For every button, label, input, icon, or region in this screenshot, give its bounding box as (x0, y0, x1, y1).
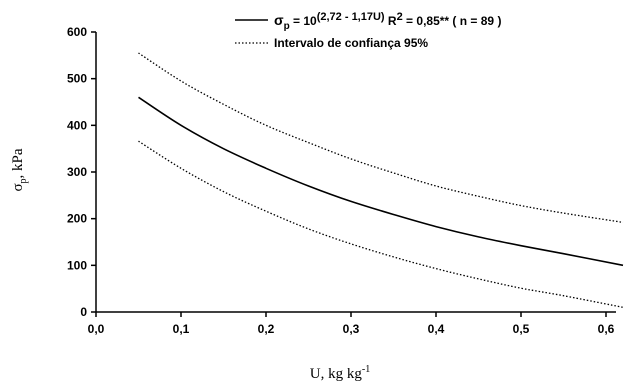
y-tick-label: 300 (67, 165, 87, 179)
x-tick-label: 0,3 (343, 322, 360, 336)
x-tick-label: 0,5 (513, 322, 530, 336)
x-tick-label: 0,2 (258, 322, 275, 336)
series-lower-line (138, 140, 624, 308)
y-tick-label: 600 (67, 25, 87, 39)
y-tick-label: 0 (80, 305, 87, 319)
x-tick-label: 0,4 (428, 322, 445, 336)
x-tick-label: 0,6 (598, 322, 615, 336)
y-tick-label: 400 (67, 118, 87, 132)
series-layer (138, 52, 624, 308)
series-fit-line (138, 96, 624, 267)
y-tick-label: 100 (67, 258, 87, 272)
legend-confidence-label: Intervalo de confiança 95% (274, 36, 428, 50)
legend: σp = 10(2,72 - 1,17U) R2 = 0,85** ( n = … (235, 11, 501, 50)
x-tick-label: 0,0 (88, 322, 105, 336)
x-axis-title: U, kg kg-1 (310, 364, 370, 382)
legend-fit-label: σp = 10(2,72 - 1,17U) R2 = 0,85** ( n = … (274, 11, 501, 32)
y-tick-label: 500 (67, 72, 87, 86)
x-tick-label: 0,1 (173, 322, 190, 336)
axes: 0 100 200 300 400 500 600 0,0 0,1 0,2 0,3 0,4 0,5 0,6 (67, 25, 616, 336)
y-tick-label: 200 (67, 212, 87, 226)
series-upper-line (138, 52, 624, 224)
y-axis-title: σp, kPa (10, 148, 29, 191)
